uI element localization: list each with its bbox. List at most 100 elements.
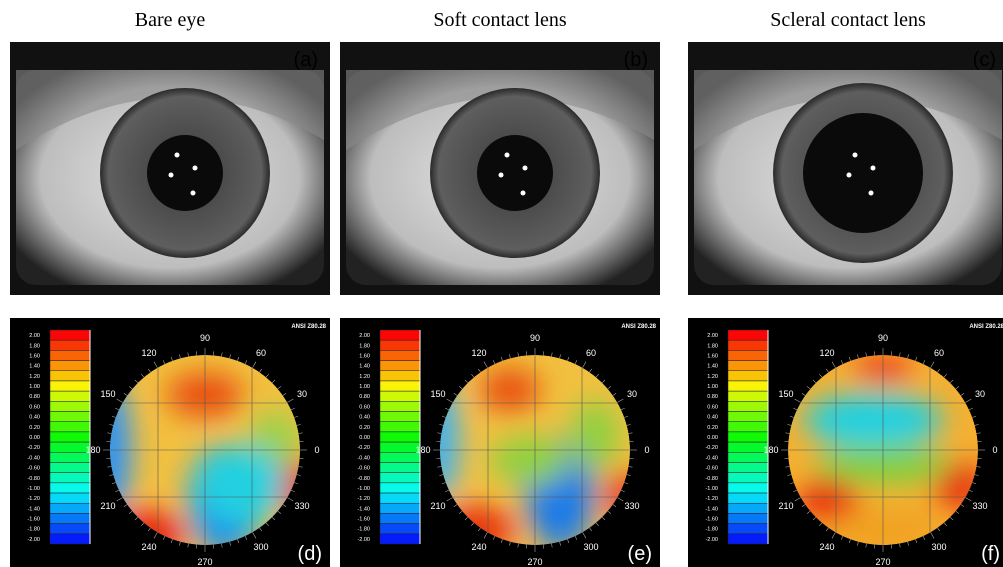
scale-label: 0.80 xyxy=(29,394,40,400)
angle-tick xyxy=(441,415,446,418)
angle-tick xyxy=(229,354,231,359)
angle-label: 90 xyxy=(200,333,210,343)
scale-label: 0.60 xyxy=(359,404,370,410)
surface-region xyxy=(803,392,943,448)
angle-tick xyxy=(595,522,599,527)
scale-label: -1.20 xyxy=(27,496,40,502)
glint xyxy=(168,172,174,178)
angle-tick xyxy=(865,352,867,357)
scale-swatch xyxy=(379,523,421,535)
angle-tick xyxy=(111,415,116,418)
angle-tick xyxy=(298,466,303,468)
angle-tick xyxy=(446,398,453,403)
scale-label: -0.60 xyxy=(705,466,718,472)
scale-swatch xyxy=(727,452,769,463)
angle-label: 180 xyxy=(763,445,778,455)
angle-tick xyxy=(445,407,450,411)
angle-tick xyxy=(483,532,488,539)
scale-swatch xyxy=(727,370,769,382)
scale-swatch xyxy=(727,350,769,361)
angle-label: 0 xyxy=(992,445,997,455)
angle-tick xyxy=(612,504,617,508)
scale-swatch xyxy=(727,431,769,443)
map-label: (d) xyxy=(298,543,322,565)
scale-swatch xyxy=(49,533,91,545)
angle-tick xyxy=(806,386,811,390)
scale-swatch xyxy=(727,411,769,422)
scale-swatch xyxy=(379,492,421,504)
angle-tick xyxy=(976,466,981,468)
scale-swatch xyxy=(727,492,769,504)
angle-tick xyxy=(128,386,133,390)
angle-tick xyxy=(974,474,979,476)
angle-tick xyxy=(595,373,599,378)
angle-tick xyxy=(949,379,954,384)
angle-tick xyxy=(492,360,496,365)
photo-label: (c) xyxy=(973,49,996,71)
angle-tick xyxy=(107,466,112,468)
scale-label: 2.00 xyxy=(29,333,40,339)
angle-tick xyxy=(277,510,282,514)
angle-tick xyxy=(972,482,977,485)
scale-swatch xyxy=(379,339,421,351)
angle-tick xyxy=(551,543,553,548)
scale-swatch xyxy=(727,339,769,351)
angle-tick xyxy=(509,541,511,546)
angle-label: 270 xyxy=(197,557,212,567)
column-title: Soft contact lens xyxy=(433,9,567,31)
angle-tick xyxy=(111,482,116,485)
angle-tick xyxy=(147,368,151,373)
angle-tick xyxy=(819,373,823,378)
angle-tick xyxy=(567,356,570,361)
scale-swatch xyxy=(49,360,91,372)
angle-label: 210 xyxy=(778,501,793,511)
glint xyxy=(870,165,876,171)
angle-tick xyxy=(848,356,851,361)
angle-label: 30 xyxy=(975,389,985,399)
scale-swatch xyxy=(379,370,421,382)
angle-tick xyxy=(290,489,295,493)
scale-swatch xyxy=(727,329,769,341)
scale-label: 1.20 xyxy=(29,374,40,380)
standard-label: ANSI Z80.28 xyxy=(969,324,1003,330)
surface-region xyxy=(570,400,620,470)
scale-label: -2.00 xyxy=(27,537,40,543)
scale-swatch xyxy=(379,350,421,361)
scale-label: -1.00 xyxy=(705,486,718,492)
photo-label: (b) xyxy=(624,49,648,71)
scale-label: 1.00 xyxy=(29,384,40,390)
scale-swatch xyxy=(727,380,769,392)
angle-tick xyxy=(825,527,829,532)
scale-label: 2.00 xyxy=(707,333,718,339)
scale-label: 0.60 xyxy=(29,404,40,410)
angle-label: 30 xyxy=(627,389,637,399)
scale-label: -1.00 xyxy=(27,486,40,492)
angle-tick xyxy=(785,466,790,468)
scale-label: -2.00 xyxy=(357,537,370,543)
angle-label: 120 xyxy=(141,348,156,358)
angle-tick xyxy=(955,510,960,514)
angle-tick xyxy=(437,432,442,434)
angle-tick xyxy=(259,527,263,532)
map-label: (f) xyxy=(981,543,1000,565)
glint xyxy=(174,152,180,158)
angle-tick xyxy=(290,407,295,411)
angle-label: 210 xyxy=(100,501,115,511)
map-surface xyxy=(110,355,300,545)
angle-tick xyxy=(162,535,166,540)
scale-swatch xyxy=(379,411,421,422)
scale-swatch xyxy=(49,411,91,422)
glint xyxy=(190,190,196,196)
scale-label: -0.20 xyxy=(357,445,370,451)
angle-tick xyxy=(453,504,458,508)
angle-label: 120 xyxy=(819,348,834,358)
angle-tick xyxy=(147,527,151,532)
scale-label: 1.40 xyxy=(29,364,40,370)
angle-tick xyxy=(825,368,829,373)
scale-swatch xyxy=(727,360,769,372)
scale-label: 1.20 xyxy=(707,374,718,380)
angle-tick xyxy=(968,407,973,411)
angle-tick xyxy=(589,527,593,532)
scale-swatch xyxy=(727,390,769,402)
